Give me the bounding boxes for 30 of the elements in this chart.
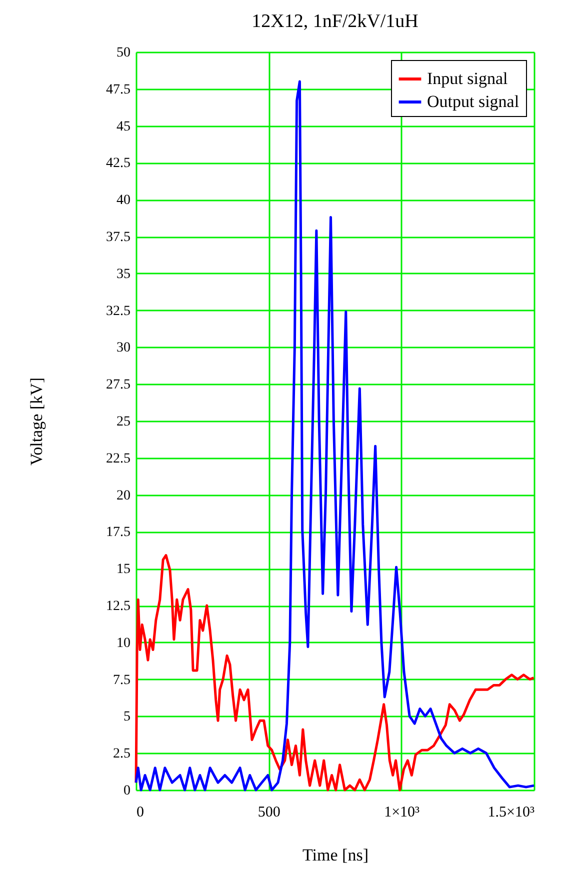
x-tick-label: 0 — [136, 804, 144, 820]
y-tick-label: 22.5 — [106, 451, 130, 466]
x-axis-title: Time [ns] — [302, 846, 368, 864]
y-tick-label: 0 — [124, 784, 130, 798]
y-tick-label: 32.5 — [106, 304, 130, 319]
y-tick-label: 5 — [124, 710, 130, 725]
chart-title: 12X12, 1nF/2kV/1uH — [252, 11, 419, 32]
y-tick-label: 50 — [116, 46, 130, 60]
y-tick-label: 40 — [116, 193, 130, 208]
y-tick-label: 17.5 — [106, 525, 130, 540]
x-tick-label: 1.5×10³ — [488, 804, 535, 820]
y-tick-label: 25 — [116, 414, 130, 430]
legend-label: Input signal — [427, 69, 508, 88]
y-tick-label: 45 — [116, 119, 130, 134]
y-tick-label: 42.5 — [106, 156, 130, 172]
y-tick-label: 20 — [116, 488, 130, 504]
y-tick-label: 10 — [116, 636, 130, 651]
y-tick-label: 30 — [116, 340, 130, 356]
y-tick-label: 2.5 — [113, 746, 130, 762]
y-tick-label: 27.5 — [106, 378, 130, 393]
x-tick-label: 1×10³ — [384, 804, 420, 820]
y-tick-label: 47.5 — [106, 82, 130, 98]
y-axis-title: Voltage [kV] — [27, 378, 46, 466]
y-tick-label: 15 — [116, 562, 130, 578]
x-tick-label: 500 — [258, 804, 280, 820]
y-tick-label: 37.5 — [106, 230, 130, 245]
legend-label: Output signal — [427, 92, 520, 111]
y-tick-label: 7.5 — [113, 672, 130, 688]
y-tick-label: 35 — [116, 266, 130, 282]
y-tick-label: 12.5 — [106, 599, 130, 614]
